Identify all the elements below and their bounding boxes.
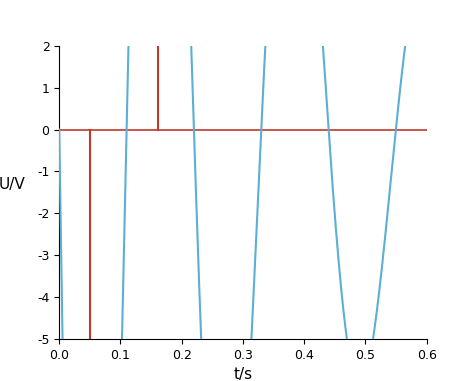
X-axis label: t/s: t/s bbox=[233, 367, 253, 381]
Y-axis label: U/V: U/V bbox=[0, 178, 26, 192]
